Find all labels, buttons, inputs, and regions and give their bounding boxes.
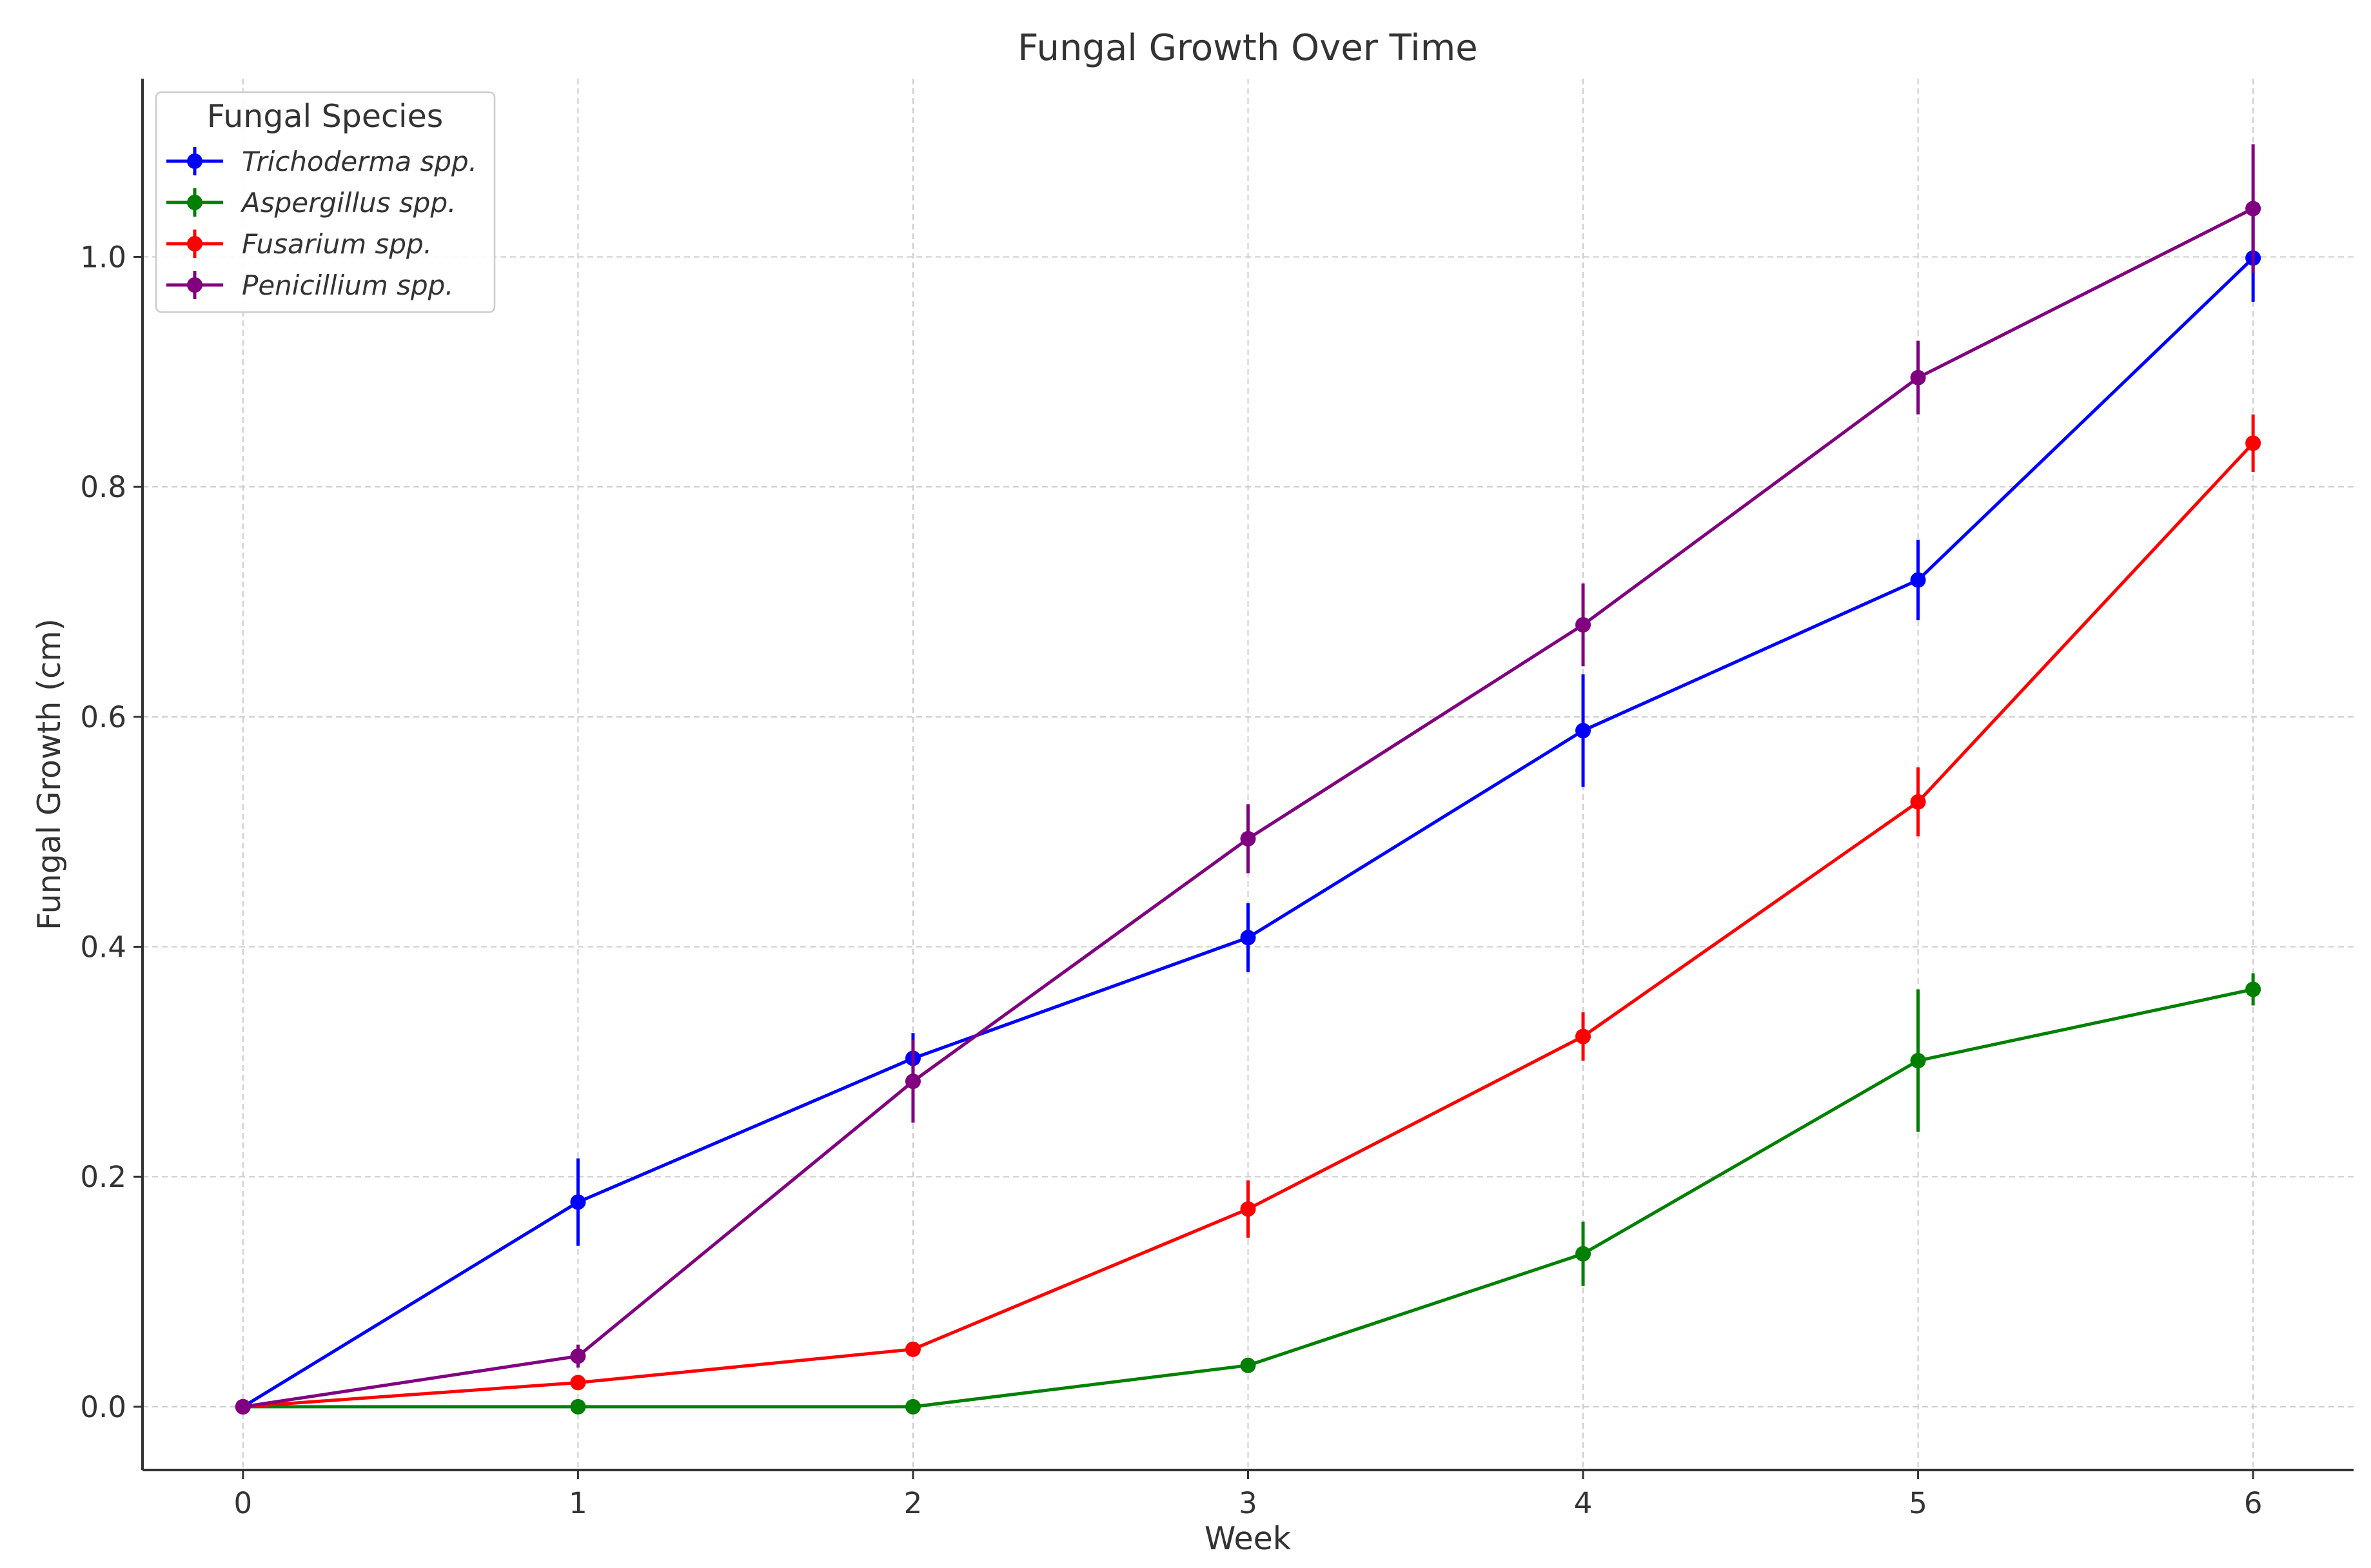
data-point [1240, 830, 1256, 847]
y-tick-label: 0.2 [80, 1160, 126, 1194]
x-axis-label: Week [1205, 1520, 1292, 1557]
legend-item: Aspergillus spp. [166, 187, 456, 219]
legend-label: Penicillium spp. [242, 270, 454, 301]
chart-title: Fungal Growth Over Time [1018, 27, 1477, 69]
x-tick-label: 0 [234, 1486, 253, 1520]
x-tick-label: 1 [569, 1486, 587, 1520]
legend-title: Fungal Species [207, 98, 444, 135]
legend-item: Penicillium spp. [166, 270, 454, 301]
series-penicillium [235, 144, 2261, 1415]
data-point [1240, 1357, 1256, 1373]
x-tick-label: 3 [1239, 1486, 1257, 1520]
data-point [2245, 201, 2261, 217]
legend-label: Trichoderma spp. [242, 146, 477, 177]
y-ticks: 0.0 0.2 0.4 0.6 0.8 1.0 [80, 240, 143, 1424]
legend-label: Fusarium spp. [242, 228, 432, 260]
y-tick-label: 0.0 [80, 1390, 126, 1424]
data-point [1910, 1053, 1926, 1069]
y-tick-label: 0.4 [80, 930, 126, 965]
data-point [1240, 930, 1256, 946]
legend-label: Aspergillus spp. [240, 187, 456, 219]
data-point [2245, 981, 2261, 997]
data-point [2245, 435, 2261, 451]
data-point [905, 1398, 921, 1415]
data-point [905, 1073, 921, 1090]
legend-entries: Trichoderma spp. Aspergillus spp. Fusarium… [166, 146, 477, 301]
data-point [570, 1375, 586, 1391]
legend: Fungal Species Trichoderma spp. Aspergill… [155, 91, 496, 313]
legend-swatch-marker [187, 195, 202, 210]
legend-item: Fusarium spp. [166, 228, 432, 260]
data-point [1575, 1246, 1591, 1262]
y-tick-label: 1.0 [80, 240, 126, 274]
data-point [1910, 572, 1926, 588]
y-axis-label: Fungal Growth (cm) [31, 618, 68, 930]
x-tick-label: 5 [1909, 1486, 1927, 1520]
x-ticks: 0 1 2 3 4 5 6 [234, 1470, 2263, 1520]
data-point [1910, 794, 1926, 810]
data-point [570, 1194, 586, 1210]
legend-swatch-marker [187, 236, 202, 251]
data-point [235, 1398, 251, 1415]
legend-swatch-marker [187, 277, 202, 293]
data-point [1575, 617, 1591, 633]
data-point [1575, 723, 1591, 739]
x-tick-label: 4 [1574, 1486, 1593, 1520]
y-tick-label: 0.8 [80, 470, 126, 504]
data-point [570, 1348, 586, 1364]
x-tick-label: 2 [904, 1486, 923, 1520]
series-fusarium [235, 414, 2261, 1415]
data-point [570, 1398, 586, 1415]
x-tick-label: 6 [2244, 1486, 2263, 1520]
y-tick-label: 0.6 [80, 700, 126, 734]
data-point [1910, 369, 1926, 386]
series-layer [235, 144, 2261, 1415]
legend-box [155, 91, 496, 313]
legend-item: Trichoderma spp. [166, 146, 477, 177]
data-point [1575, 1028, 1591, 1044]
data-point [1240, 1201, 1256, 1217]
data-point [905, 1341, 921, 1357]
legend-swatch-marker [187, 153, 202, 169]
